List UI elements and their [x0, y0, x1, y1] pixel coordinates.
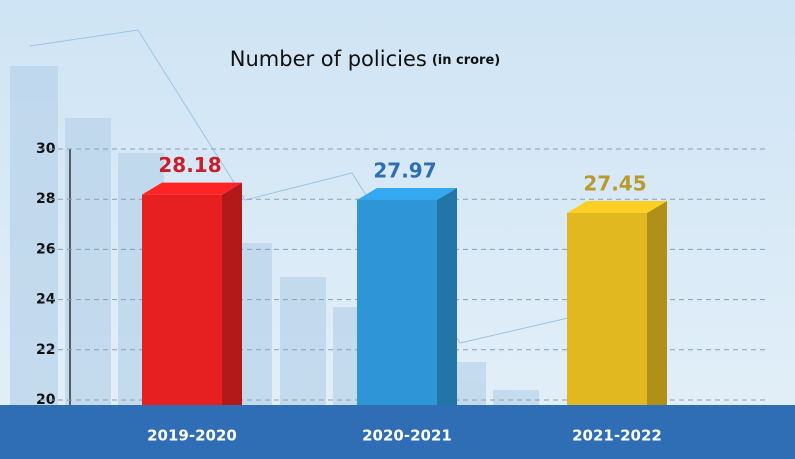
decor-line — [29, 29, 569, 344]
y-tick-label: 28 — [36, 191, 55, 207]
value-label: 27.45 — [583, 172, 646, 196]
x-tick-label: 2020-2021 — [362, 427, 452, 445]
bar-top — [357, 187, 457, 200]
y-tick-label: 30 — [36, 141, 56, 157]
chart-title: Number of policies (in crore) — [230, 47, 500, 71]
title: Number of policies — [230, 47, 427, 71]
bar — [567, 213, 647, 405]
bar-top — [142, 182, 242, 195]
bar-side — [437, 187, 457, 405]
y-tick-label: 20 — [36, 392, 56, 408]
y-tick-label: 24 — [36, 292, 56, 308]
bar-side — [647, 201, 667, 405]
value-label: 27.97 — [373, 158, 436, 182]
y-tick-label: 26 — [36, 241, 55, 257]
y-tick-label: 22 — [36, 342, 55, 358]
x-tick-label: 2021-2022 — [572, 427, 662, 445]
unit: (in crore) — [432, 53, 500, 68]
bar — [142, 194, 222, 405]
x-tick-label: 2019-2020 — [147, 427, 237, 445]
category-band — [0, 405, 795, 459]
bar-side — [222, 182, 242, 405]
bar — [357, 199, 437, 405]
bar-top — [567, 201, 667, 213]
value-label: 28.18 — [158, 153, 221, 177]
